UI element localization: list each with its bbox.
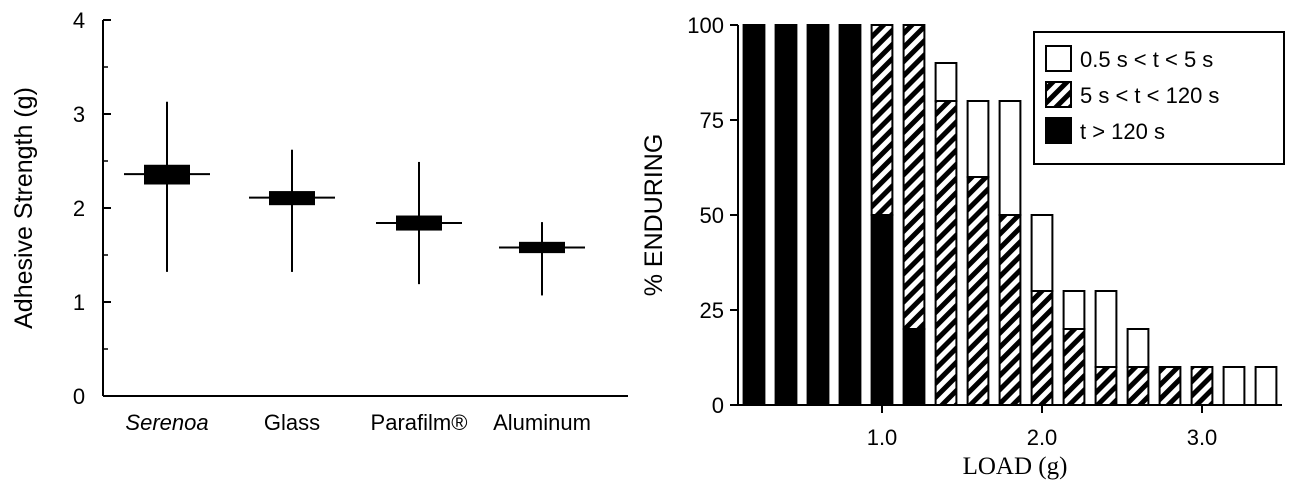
bar-segment-hatch (998, 214, 1022, 406)
left-y-axis-label: Adhesive Strength (g) (10, 87, 38, 329)
right-y-axis-label: % ENDURING (640, 134, 668, 297)
legend-label: 5 s < t < 120 s (1080, 83, 1219, 108)
bar-segment-open (1254, 366, 1278, 406)
bar-segment-hatch (1158, 366, 1182, 406)
left-y-tick-label: 2 (73, 196, 85, 221)
bar-segment-hatch (1190, 366, 1214, 406)
bar-segment-hatch (934, 100, 958, 406)
bar-segment-open (934, 62, 958, 102)
category-label: Serenoa (125, 410, 208, 435)
left-y-tick-label: 0 (73, 384, 85, 409)
bar-segment-hatch (902, 24, 926, 330)
category-label: Parafilm® (371, 410, 468, 435)
left-axes: 0 1 2 3 4 (73, 8, 628, 409)
bar-segment-hatch (870, 24, 894, 216)
category-label: Aluminum (493, 410, 591, 435)
left-y-tick-label: 1 (73, 290, 85, 315)
right-x-axis-label: LOAD (g) (963, 453, 1068, 480)
bar-segment-solid (870, 214, 894, 406)
bar-segment-hatch (1030, 290, 1054, 406)
bar-segment-open (1094, 290, 1118, 368)
bar-segment-solid (774, 24, 798, 406)
left-y-tick-label: 4 (73, 8, 85, 33)
bar-segment-hatch (1126, 366, 1150, 406)
bar-segment-solid (838, 24, 862, 406)
legend-swatch-hatch (1045, 81, 1072, 108)
bar-segment-open (1030, 214, 1054, 292)
right-y-tick-label: 75 (700, 108, 724, 133)
right-y-tick-label: 25 (700, 298, 724, 323)
legend-label: t > 120 s (1080, 119, 1165, 144)
bar-segment-hatch (966, 176, 990, 406)
bar-segment-open (966, 100, 990, 178)
category-label: Glass (264, 410, 320, 435)
bar-segment-solid (806, 24, 830, 406)
legend: 0.5 s < t < 5 s 5 s < t < 120 s t > 120 s (1033, 31, 1285, 165)
right-y-tick-label: 50 (700, 203, 724, 228)
bar-segment-solid (742, 24, 766, 406)
right-x-tick-label: 3.0 (1187, 425, 1218, 450)
bar-segment-hatch (1094, 366, 1118, 406)
legend-swatch-solid (1045, 117, 1072, 144)
bar-segment-hatch (1062, 328, 1086, 406)
left-y-tick-label: 3 (73, 102, 85, 127)
legend-label: 0.5 s < t < 5 s (1080, 47, 1213, 72)
right-x-tick-label: 2.0 (1027, 425, 1058, 450)
right-y-tick-label: 0 (712, 393, 724, 418)
right-x-tick-label: 1.0 (867, 425, 898, 450)
right-axes: 0 25 50 75 100 1.0 2.0 3.0 (687, 13, 1282, 450)
bar-segment-open (1126, 328, 1150, 368)
adhesive-strength-chart: 0 1 2 3 4 Serenoa Glass Parafilm® Aluminum Adhe… (10, 8, 628, 435)
bar-segment-open (1062, 290, 1086, 330)
bar-segment-open (998, 100, 1022, 216)
right-y-tick-label: 100 (687, 13, 724, 38)
bar-segment-open (1222, 366, 1246, 406)
right-marks (742, 24, 1278, 406)
bar-segment-solid (902, 328, 926, 406)
legend-box (1033, 31, 1285, 165)
legend-swatch-open (1045, 45, 1072, 72)
left-marks: Serenoa Glass Parafilm® Aluminum (124, 101, 591, 435)
